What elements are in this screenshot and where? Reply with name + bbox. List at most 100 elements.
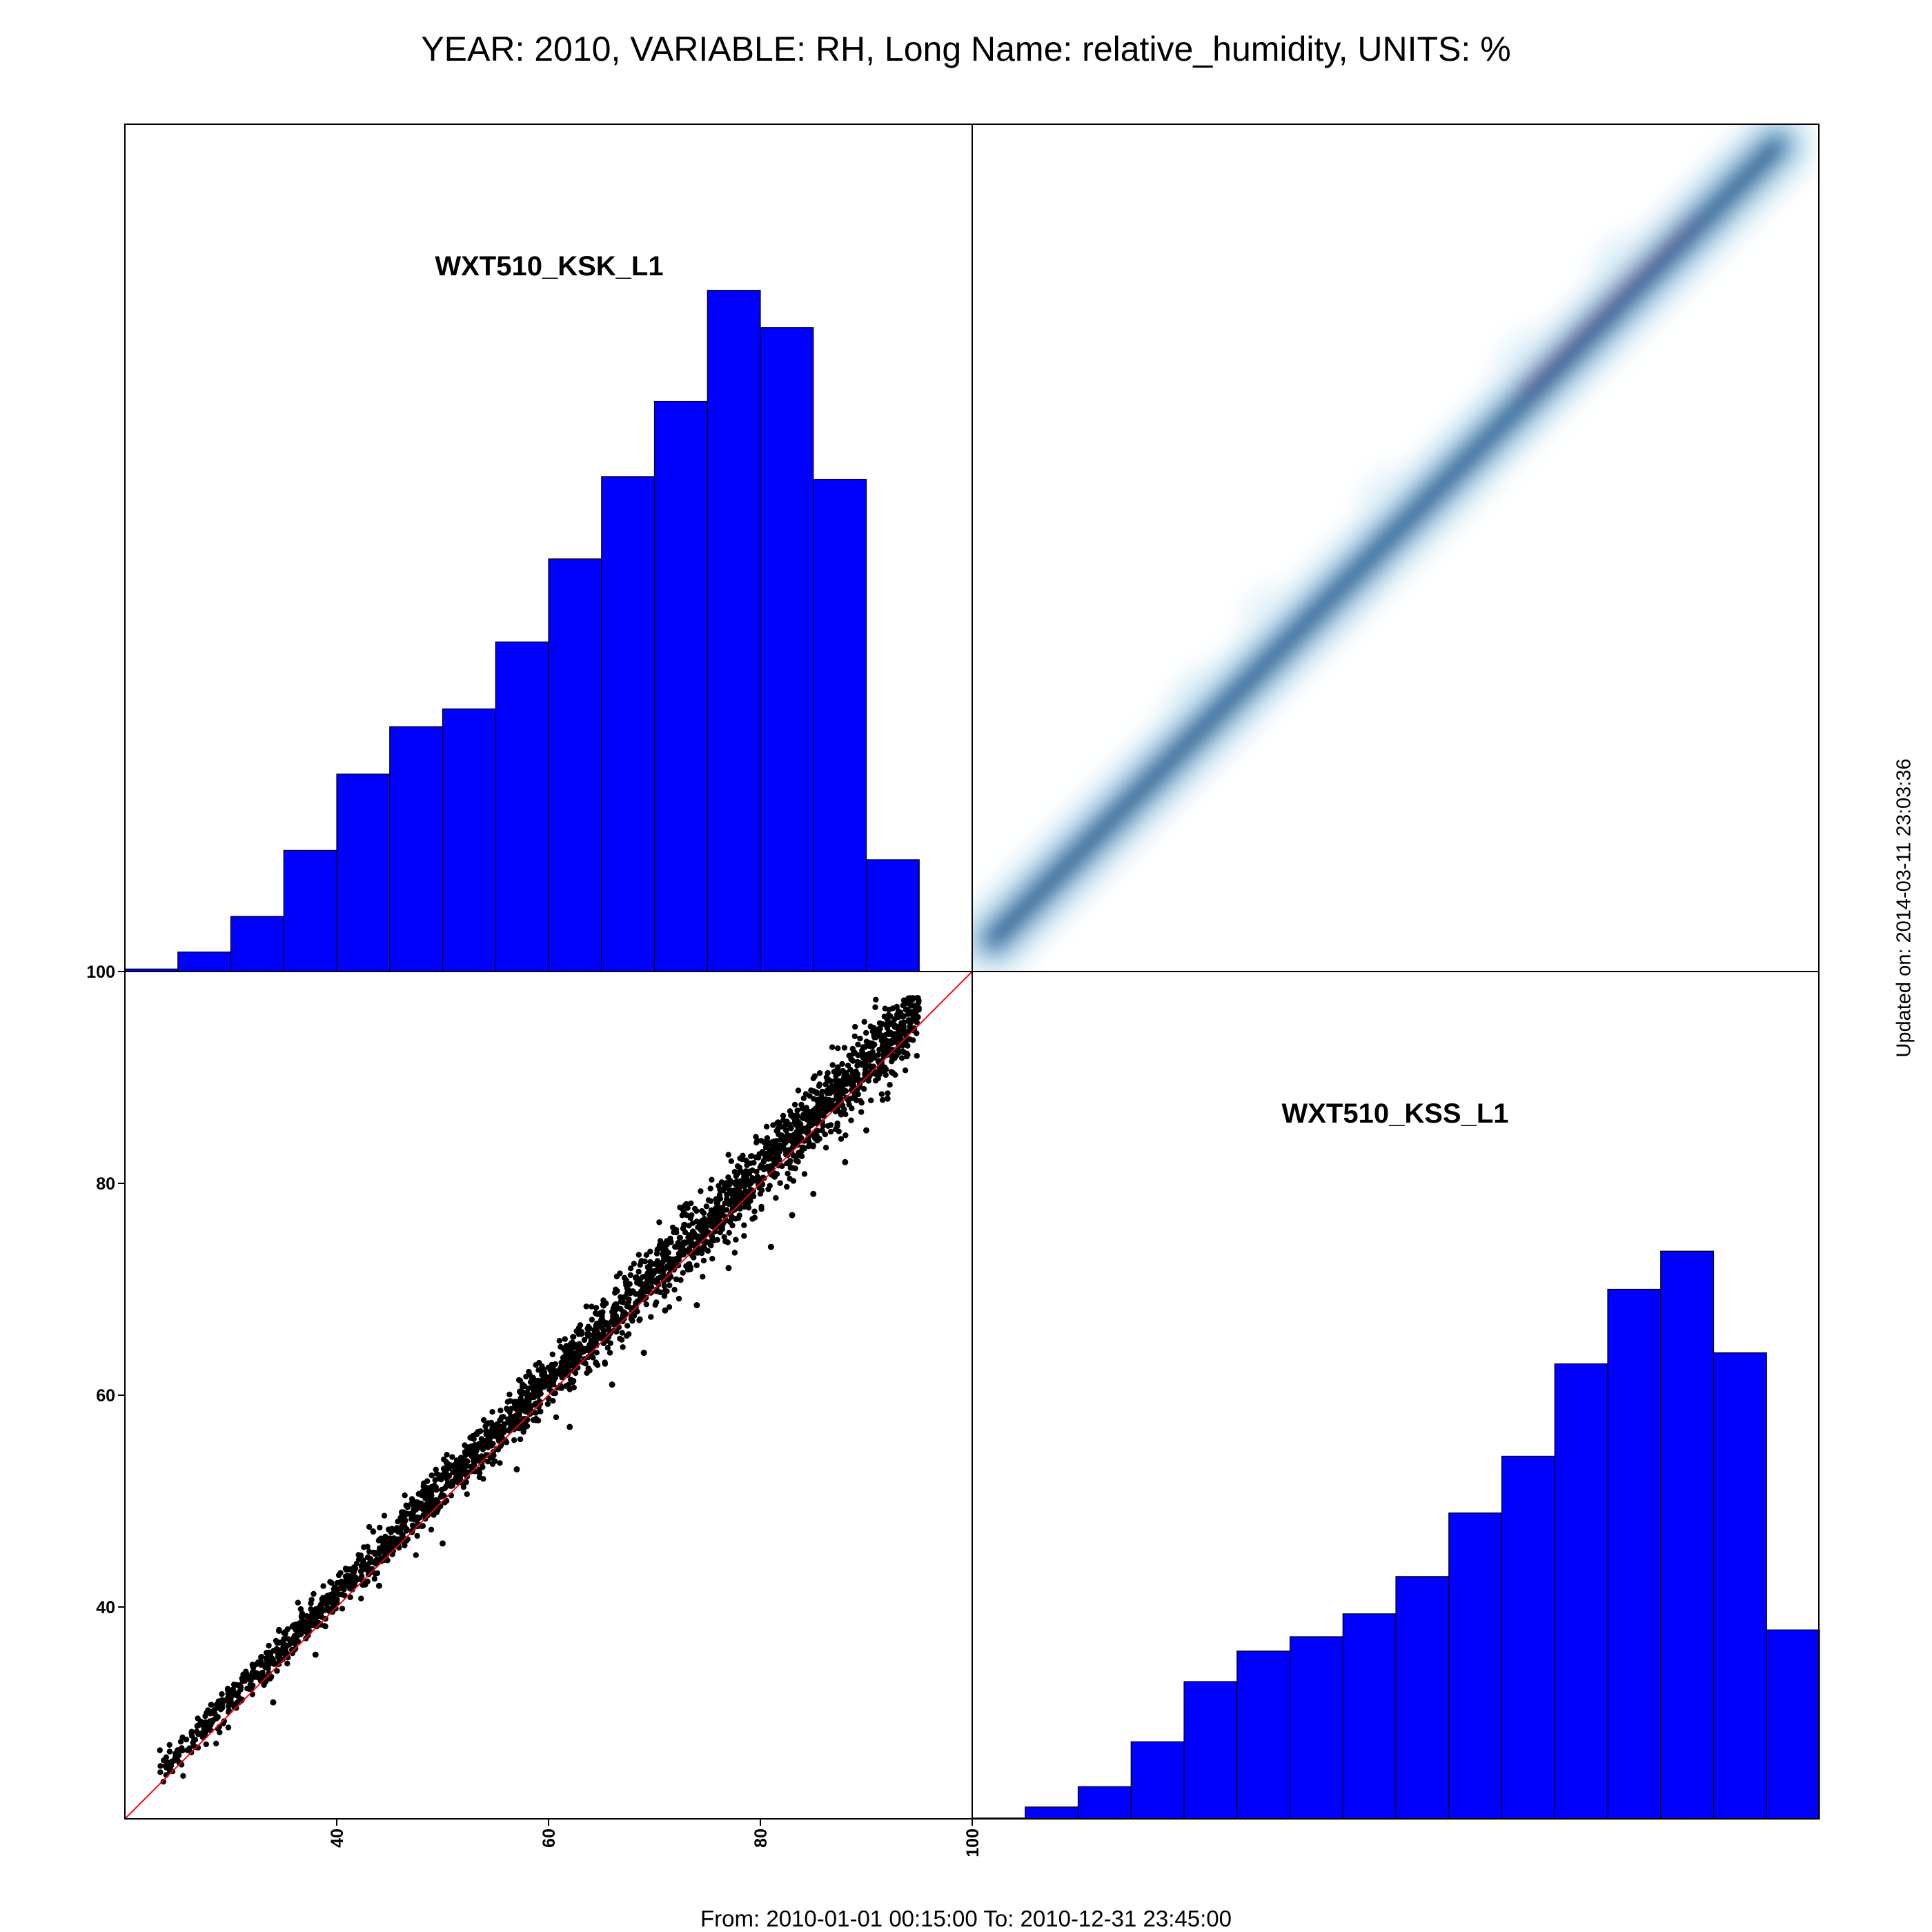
scatter-point [166,1748,173,1755]
scatter-point [914,1019,920,1025]
scatter-point [618,1337,625,1343]
scatter-point [743,1157,749,1163]
scatter-point [885,1018,891,1025]
scatter-point [157,1747,163,1753]
scatter-point [829,1044,836,1050]
scatter-point [203,1741,209,1748]
scatter-point [206,1720,213,1726]
scatter-point [800,1095,807,1101]
scatter-point [531,1417,537,1423]
scatter-point [625,1299,631,1305]
scatter-point [885,1041,891,1048]
scatter-point [585,1323,591,1330]
scatter-point [457,1475,464,1482]
scatter-point [602,1361,609,1367]
scatter-point [627,1265,634,1272]
scatter-point [538,1408,544,1414]
scatter-point [676,1295,682,1302]
scatter-point [371,1575,377,1582]
scatter-point [619,1330,625,1336]
scatter-point [476,1470,483,1477]
scatter-point [763,1152,770,1158]
scatter-point [569,1339,575,1346]
histogram-ksk-bar [865,859,920,972]
scatter-point [275,1653,282,1659]
scatter-point [673,1227,680,1233]
scatter-point [785,1170,791,1177]
scatter-point [506,1417,513,1423]
scatter-point [482,1437,489,1444]
x-tick-label: 40 [328,1828,347,1848]
scatter-point [480,1446,486,1452]
scatter-point [829,1062,836,1068]
density-peak [1518,215,1697,394]
scatter-point [914,1053,920,1059]
scatter-point [851,1049,858,1056]
scatter-point [268,1659,275,1666]
scatter-point [676,1234,683,1241]
scatter-point [886,1031,893,1038]
histogram-ksk-bar [283,849,337,972]
density-shoulder [1238,580,1279,621]
scatter-point [682,1239,688,1245]
scatter-point [835,1045,841,1052]
scatter-point [552,1390,558,1397]
scatter-point [635,1268,642,1275]
scatter-point [180,1773,186,1779]
scatter-point [550,1397,556,1404]
scatter-point [431,1512,437,1518]
scatter-point [667,1256,673,1263]
scatter-point [820,1123,827,1129]
scatter-outlier [640,1350,647,1357]
scatter-point [179,1747,186,1754]
scatter-point [250,1664,256,1670]
scatter-point [276,1626,282,1633]
scatter-point [549,1351,555,1358]
histogram-ksk-bar [336,773,391,972]
histogram-ksk-bar [548,558,602,972]
scatter-point [813,1107,819,1114]
scatter-point [535,1367,542,1373]
scatter-point [753,1154,759,1161]
scatter-point [593,1321,600,1327]
scatter-point [661,1241,667,1248]
scatter-point [462,1442,468,1448]
scatter-point [593,1305,600,1311]
scatter-point [759,1165,766,1171]
scatter-point [197,1718,204,1724]
x-tick-label: 80 [751,1828,771,1848]
scatter-point [225,1690,231,1697]
scatter-point [175,1749,181,1755]
scatter-point [881,1045,887,1052]
density-band-core [987,139,1784,946]
scatter-point [422,1495,428,1501]
scatter-point [681,1221,687,1228]
scatter-point [276,1639,282,1646]
scatter-point [331,1590,337,1597]
scatter-point [512,1413,518,1419]
scatter-point [511,1437,518,1443]
scatter-point [359,1573,365,1579]
histogram-ksk [124,290,920,972]
scatter-point [675,1240,681,1246]
scatter-point [593,1359,599,1366]
scatter-point [450,1480,456,1486]
scatter-point [671,1286,678,1293]
scatter-point [872,1004,878,1010]
scatter-point [898,1055,905,1061]
scatter-point [724,1196,730,1202]
scatter-point [533,1378,540,1384]
scatter-point [895,1044,902,1050]
histogram-ksk-bar [813,478,867,972]
scatter-outlier [312,1651,319,1658]
scatter-point [721,1234,727,1241]
scatter-point [267,1652,274,1658]
scatter-point [520,1381,526,1388]
scatter-point [622,1279,629,1285]
scatter-point [370,1528,376,1535]
scatter-point [637,1316,643,1323]
scatter-point [357,1555,364,1561]
scatter-point [213,1715,219,1722]
scatter-point [664,1263,670,1270]
